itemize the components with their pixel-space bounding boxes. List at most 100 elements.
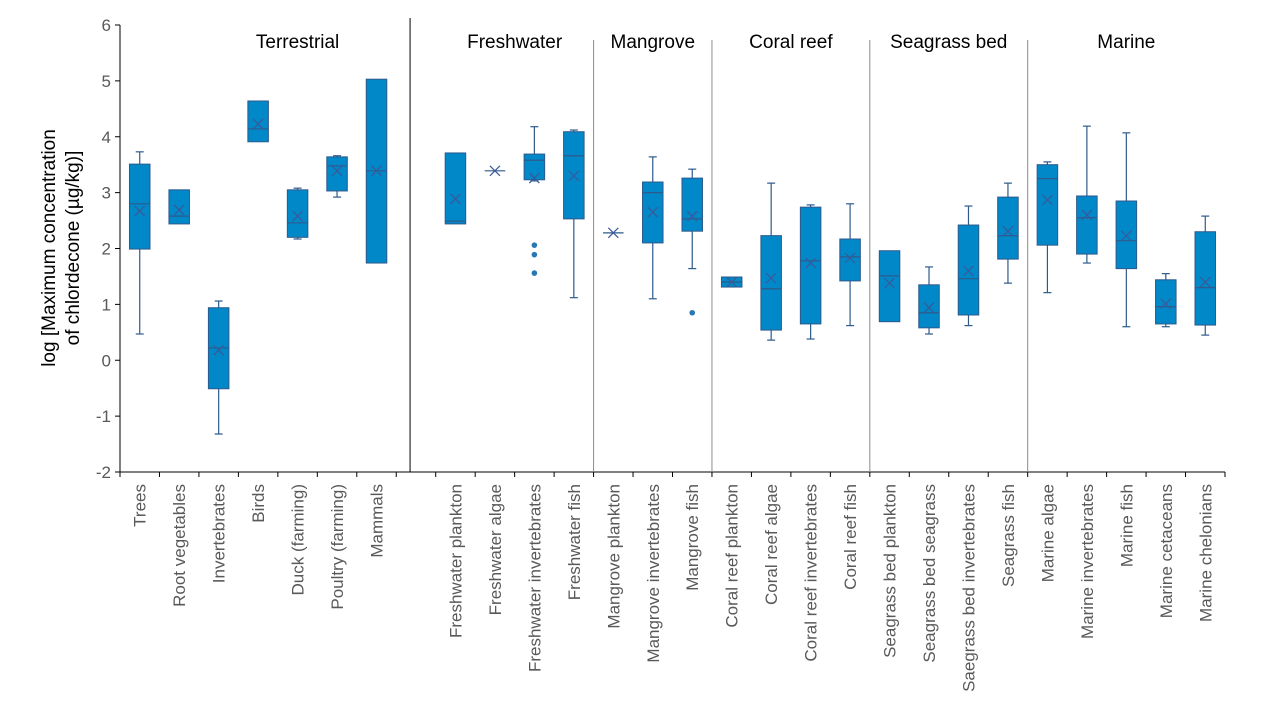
box-iqr — [286, 189, 309, 238]
mean-marker — [252, 118, 264, 130]
box-iqr — [444, 152, 467, 225]
mean-marker — [1041, 194, 1053, 206]
category-label: Coral reef plankton — [723, 484, 742, 628]
box-iqr — [1076, 195, 1098, 255]
mean-marker — [844, 252, 856, 264]
group-label-marine: Marine — [1097, 32, 1155, 53]
category-label: Coral reef algae — [762, 484, 781, 605]
mean-marker — [963, 265, 974, 277]
box-freshwater-algae — [484, 165, 506, 177]
outlier-point — [531, 270, 538, 276]
box-marine-fish — [1115, 132, 1138, 328]
box-coral-reef-fish — [839, 203, 861, 327]
box-saegrass-bed-invertebrates — [957, 205, 980, 327]
y-axis-title-line-1: log [Maximum concentration — [39, 129, 60, 367]
mean-marker — [1120, 230, 1132, 242]
box-seagrass-bed-seagrass — [918, 266, 940, 335]
y-tick-label: -1 — [96, 407, 111, 426]
category-label: Trees — [131, 484, 150, 527]
mean-marker — [331, 165, 343, 177]
mean-marker — [1002, 225, 1014, 237]
group-label-freshwater: Freshwater — [467, 32, 563, 53]
mean-marker — [686, 210, 698, 222]
category-label: Saegrass bed invertebrates — [959, 484, 978, 692]
category-label: Freshwater fish — [565, 484, 584, 600]
box-freshwater-invertebrates — [523, 126, 546, 276]
box-iqr — [523, 153, 546, 181]
box-mangrove-invertebrates — [642, 156, 664, 300]
category-label: Seagrass bed plankton — [881, 484, 900, 658]
box-marine-invertebrates — [1076, 125, 1098, 264]
box-iqr — [918, 284, 940, 329]
category-label: Freshwater plankton — [446, 484, 465, 638]
category-label: Birds — [249, 484, 268, 523]
box-root-vegetables — [168, 189, 190, 225]
group-label-mangrove: Mangrove — [611, 32, 696, 53]
box-iqr — [839, 238, 861, 282]
category-label: Marine cetaceans — [1157, 484, 1176, 618]
box-iqr — [878, 250, 901, 323]
box-seagrass-fish — [997, 182, 1019, 284]
mean-marker — [371, 165, 382, 177]
y-tick-label: 5 — [102, 72, 111, 91]
group-label-terrestrial: Terrestrial — [256, 32, 339, 53]
group-label-seagrass-bed: Seagrass bed — [890, 32, 1007, 53]
box-seagrass-bed-plankton — [878, 250, 901, 323]
box-iqr — [128, 163, 151, 250]
category-label: Seagrass bed seagrass — [920, 484, 939, 663]
category-label: Root vegetables — [170, 484, 189, 607]
category-label: Coral reef invertebrates — [802, 484, 821, 662]
y-tick-label: -2 — [96, 463, 111, 482]
mean-marker — [765, 272, 777, 284]
box-freshwater-plankton — [444, 152, 467, 225]
category-label: Marine invertebrates — [1078, 484, 1097, 639]
mean-marker — [805, 257, 817, 269]
box-marine-cetaceans — [1155, 273, 1177, 328]
box-coral-reef-algae — [760, 182, 782, 341]
box-mangrove-plankton — [603, 227, 624, 239]
mean-marker — [568, 170, 580, 182]
outlier-point — [531, 242, 538, 248]
box-iqr — [247, 100, 269, 143]
y-tick-label: 4 — [102, 128, 111, 147]
category-label: Mammals — [368, 484, 387, 558]
box-mammals — [365, 78, 388, 264]
box-iqr — [799, 206, 822, 325]
mean-marker — [726, 276, 738, 288]
box-iqr — [168, 189, 190, 225]
box-trees — [128, 151, 151, 335]
mean-marker — [528, 172, 540, 184]
plot-area: -2 -1 0 1 2 3 4 5 6 Terrestrial Freshwater Mangrove… — [96, 16, 1226, 692]
mean-marker — [923, 302, 935, 314]
mean-marker — [1160, 298, 1172, 310]
mean-marker — [1081, 209, 1093, 221]
category-label: Marine algae — [1038, 484, 1057, 582]
mean-marker — [1199, 276, 1211, 288]
mean-marker — [489, 165, 501, 177]
y-tick-label: 6 — [102, 16, 111, 35]
mean-marker — [884, 277, 895, 289]
box-iqr — [681, 177, 703, 232]
y-axis-title-line-2: of chlordecone (µg/kg)] — [63, 151, 84, 346]
mean-marker — [292, 210, 304, 222]
category-label: Mangrove fish — [683, 484, 702, 591]
box-iqr — [997, 196, 1019, 260]
y-tick-label: 2 — [102, 240, 111, 259]
y-tick-label: 3 — [102, 184, 111, 203]
category-label: Seagrass fish — [999, 484, 1018, 587]
box-coral-reef-plankton — [720, 276, 743, 288]
outlier-point — [531, 251, 538, 258]
box-iqr — [1155, 279, 1177, 325]
mean-marker — [213, 344, 225, 356]
category-label: Poultry (farming) — [328, 484, 347, 610]
category-label: Freshwater invertebrates — [525, 484, 544, 672]
category-label: Marine chelonians — [1196, 484, 1215, 622]
box-coral-reef-invertebrates — [799, 204, 822, 340]
box-iqr — [1194, 231, 1217, 326]
box-freshwater-fish — [563, 129, 585, 299]
mean-marker — [134, 205, 146, 217]
mean-marker — [450, 193, 461, 205]
box-birds — [247, 100, 269, 143]
group-label-coral-reef: Coral reef — [749, 32, 833, 53]
box-poultry-farming- — [326, 155, 348, 198]
